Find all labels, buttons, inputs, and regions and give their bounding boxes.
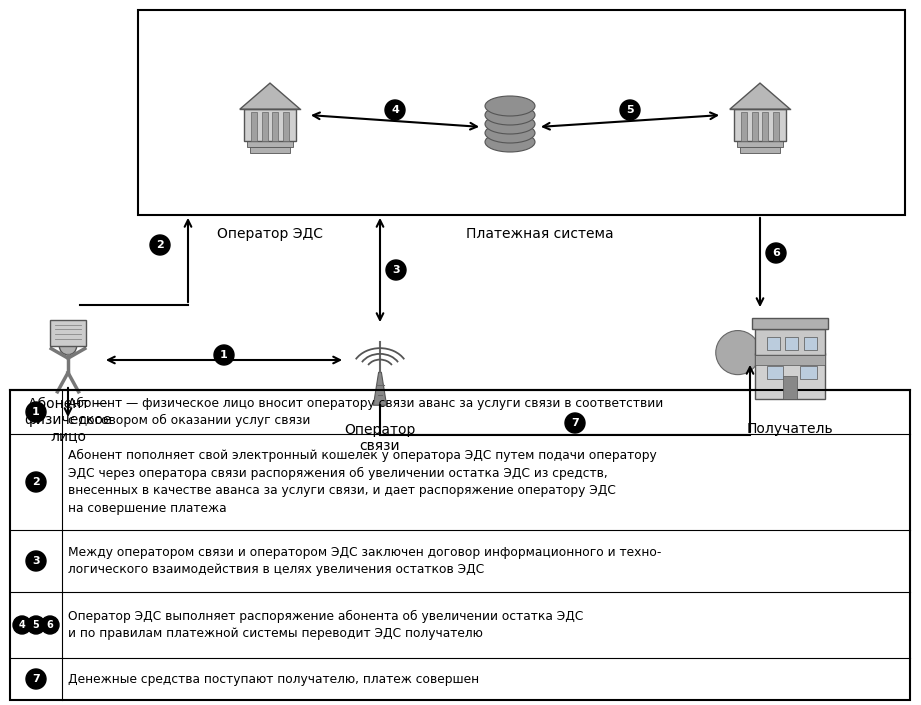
Text: 4: 4	[391, 105, 399, 115]
Text: 5: 5	[32, 620, 40, 630]
Bar	[767, 366, 783, 379]
Bar	[752, 319, 828, 329]
Bar	[755, 329, 825, 355]
Text: Оператор ЭДС: Оператор ЭДС	[217, 227, 323, 241]
Text: 2: 2	[157, 240, 164, 250]
Text: 3: 3	[32, 556, 40, 566]
Circle shape	[27, 616, 45, 634]
Circle shape	[214, 345, 234, 365]
Text: Оператор ЭДС выполняет распоряжение абонента об увеличении остатка ЭДС
и по прав: Оператор ЭДС выполняет распоряжение абон…	[68, 610, 583, 640]
Circle shape	[26, 472, 46, 492]
Bar	[752, 112, 758, 141]
Bar	[800, 366, 817, 379]
Bar	[244, 109, 296, 141]
Bar	[783, 376, 797, 399]
Text: Оператор
связи: Оператор связи	[344, 423, 415, 453]
Ellipse shape	[485, 132, 535, 152]
Bar	[737, 141, 783, 147]
Circle shape	[26, 402, 46, 422]
Text: 5: 5	[626, 105, 634, 115]
Text: Денежные средства поступают получателю, платеж совершен: Денежные средства поступают получателю, …	[68, 673, 479, 685]
Circle shape	[26, 669, 46, 689]
Polygon shape	[729, 83, 790, 109]
Text: Между оператором связи и оператором ЭДС заключен договор информационного и техно: Между оператором связи и оператором ЭДС …	[68, 546, 661, 576]
Polygon shape	[373, 372, 387, 405]
Text: 7: 7	[32, 674, 40, 684]
Text: Абонент —
физическое
лицо: Абонент — физическое лицо	[24, 397, 111, 443]
Ellipse shape	[485, 123, 535, 143]
Ellipse shape	[485, 96, 535, 116]
Text: 4: 4	[18, 620, 26, 630]
Text: 6: 6	[47, 620, 53, 630]
Bar	[767, 337, 779, 350]
Circle shape	[385, 100, 405, 120]
Ellipse shape	[485, 105, 535, 125]
Bar	[138, 10, 905, 215]
Polygon shape	[239, 83, 300, 109]
Bar	[740, 112, 747, 141]
Text: 1: 1	[220, 350, 227, 360]
Circle shape	[150, 235, 170, 255]
Bar	[774, 112, 779, 141]
Bar	[10, 390, 910, 700]
Bar	[763, 112, 768, 141]
Bar	[734, 135, 787, 141]
Circle shape	[716, 331, 760, 374]
Bar	[755, 352, 825, 399]
Bar	[262, 112, 268, 141]
Text: Получатель: Получатель	[747, 422, 834, 436]
Text: 7: 7	[571, 418, 579, 428]
Text: 2: 2	[32, 477, 40, 487]
Ellipse shape	[485, 114, 535, 134]
Text: Абонент пополняет свой электронный кошелек у оператора ЭДС путем подачи оператор: Абонент пополняет свой электронный кошел…	[68, 449, 657, 515]
Bar	[251, 112, 257, 141]
Text: 6: 6	[772, 248, 780, 258]
Circle shape	[620, 100, 640, 120]
Bar	[50, 320, 87, 346]
Text: Платежная система: Платежная система	[466, 227, 613, 241]
Bar	[250, 147, 290, 153]
Bar	[244, 135, 296, 141]
Bar	[804, 337, 817, 350]
Circle shape	[26, 551, 46, 571]
Bar	[734, 109, 787, 141]
Text: 3: 3	[392, 265, 400, 275]
Circle shape	[565, 413, 585, 433]
Bar	[786, 337, 799, 350]
Bar	[740, 147, 780, 153]
Bar	[755, 355, 825, 365]
Circle shape	[13, 616, 31, 634]
Circle shape	[386, 260, 406, 280]
Circle shape	[41, 616, 59, 634]
Text: Абонент — физическое лицо вносит оператору связи аванс за услуги связи в соответ: Абонент — физическое лицо вносит операто…	[68, 397, 663, 427]
Text: 1: 1	[32, 407, 40, 417]
Bar	[273, 112, 278, 141]
Bar	[284, 112, 289, 141]
Bar	[247, 141, 293, 147]
Circle shape	[766, 243, 786, 263]
Circle shape	[59, 338, 76, 355]
